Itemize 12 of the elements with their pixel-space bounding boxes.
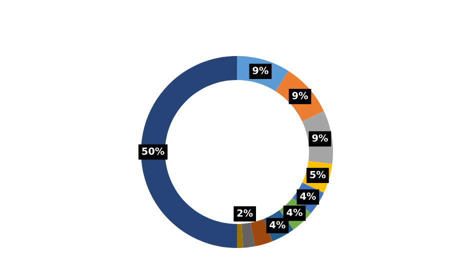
data-label: 50% [142,147,164,155]
data-label: 9% [252,66,268,74]
data-label: 5% [310,170,326,178]
donut-slice [141,56,237,248]
donut-slice [242,222,255,248]
data-label: 4% [300,192,316,200]
data-label: 2% [237,209,253,217]
data-label: 4% [270,221,286,228]
data-label: 9% [312,134,328,142]
donut-slice [237,224,244,248]
data-label: 9% [292,92,308,100]
data-label: 4% [286,208,302,216]
